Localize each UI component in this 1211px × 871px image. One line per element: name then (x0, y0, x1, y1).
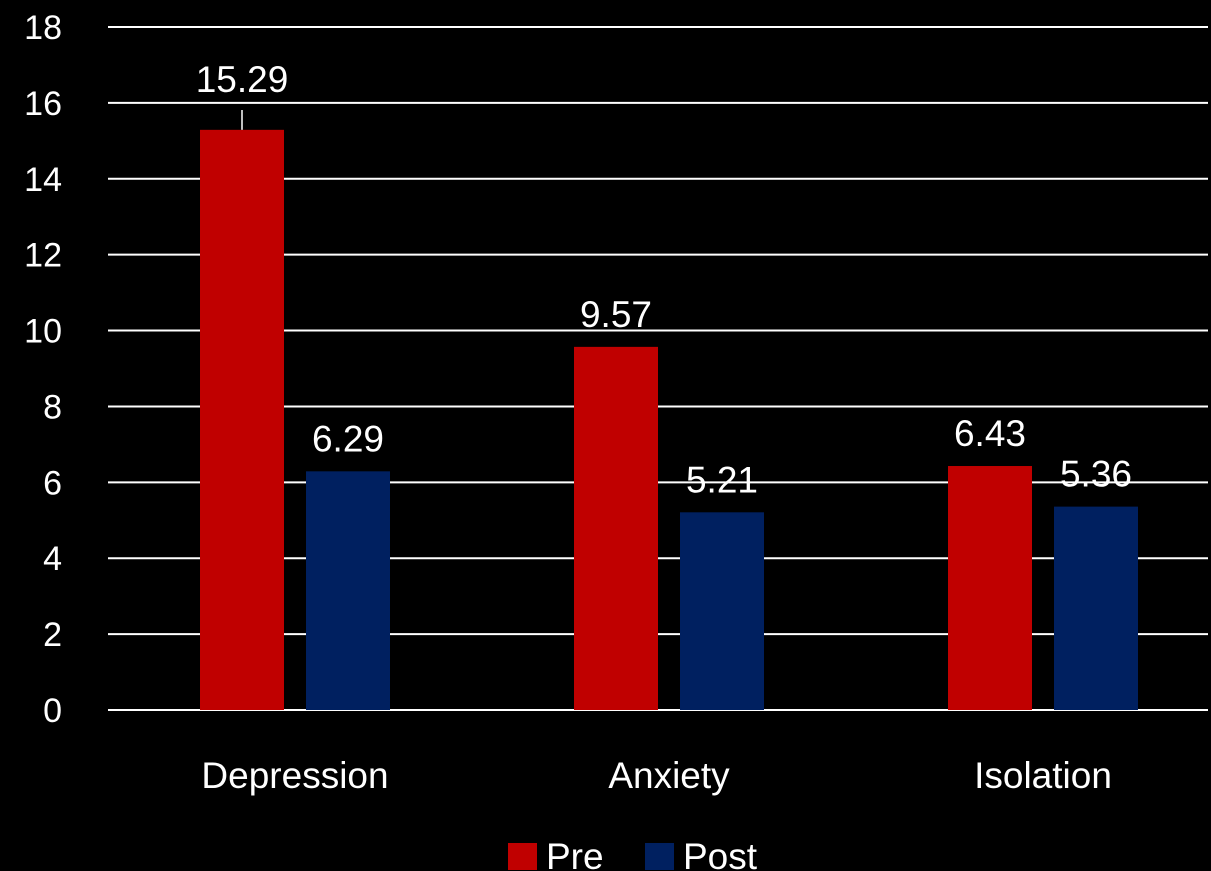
y-tick-label: 0 (43, 692, 62, 730)
data-labels: 15.29 9.57 6.43 6.29 5.21 5.36 (196, 59, 1132, 500)
x-category-label: Depression (201, 755, 388, 796)
bar-post-isolation (1054, 506, 1138, 710)
y-tick-label: 10 (24, 313, 62, 351)
legend-label-pre: Pre (546, 836, 604, 871)
bar-post-depression (306, 471, 390, 710)
data-label-post-depression: 6.29 (312, 418, 384, 459)
y-tick-label: 2 (43, 616, 62, 654)
legend: Pre Post (508, 836, 758, 871)
y-tick-label: 6 (43, 464, 62, 502)
bar-pre-anxiety (574, 346, 658, 710)
legend-swatch-post (645, 843, 674, 870)
bar-pre-depression (200, 129, 284, 710)
data-label-post-anxiety: 5.21 (686, 459, 758, 500)
y-tick-label: 16 (24, 85, 62, 123)
x-category-label: Anxiety (608, 755, 730, 796)
y-tick-label: 8 (43, 388, 62, 426)
y-tick-label: 4 (43, 540, 62, 578)
bar-post-anxiety (680, 512, 764, 710)
data-label-pre-depression: 15.29 (196, 59, 289, 100)
x-category-label: Isolation (974, 755, 1112, 796)
legend-label-post: Post (683, 836, 758, 871)
y-tick-label: 14 (24, 161, 62, 199)
data-label-post-isolation: 5.36 (1060, 454, 1132, 495)
x-axis-category-labels: Depression Anxiety Isolation (201, 755, 1111, 796)
y-tick-label: 18 (24, 9, 62, 47)
y-tick-label: 12 (24, 237, 62, 275)
y-axis-tick-labels: 0 2 4 6 8 10 12 14 16 18 (24, 9, 62, 730)
bars (200, 129, 1138, 710)
bar-pre-isolation (948, 466, 1032, 710)
legend-swatch-pre (508, 843, 537, 870)
data-label-pre-isolation: 6.43 (954, 413, 1026, 454)
data-label-pre-anxiety: 9.57 (580, 294, 652, 335)
